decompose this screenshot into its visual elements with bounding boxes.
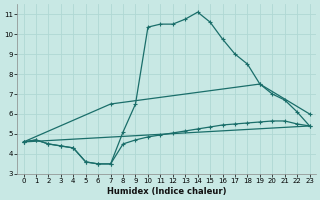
X-axis label: Humidex (Indice chaleur): Humidex (Indice chaleur) bbox=[107, 187, 226, 196]
